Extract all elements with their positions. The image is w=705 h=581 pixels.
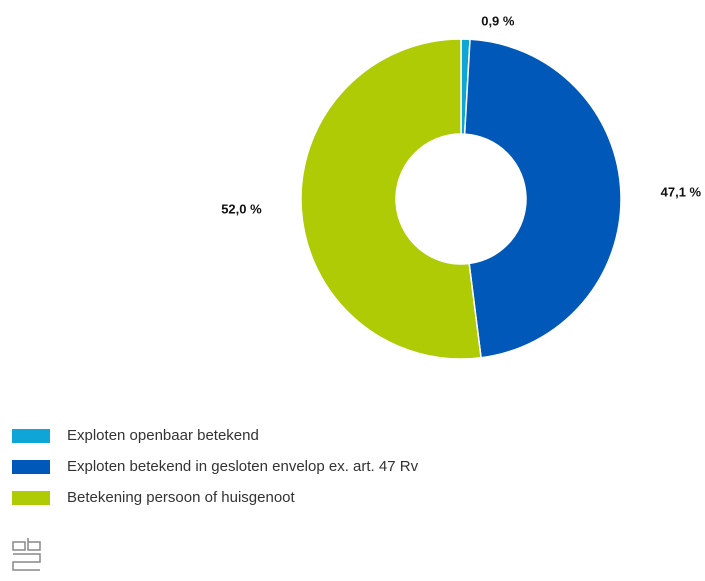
legend-swatch [12, 491, 50, 505]
value-label: 47,1 % [661, 184, 702, 199]
donut-slice [463, 38, 622, 359]
legend-swatch [12, 460, 50, 474]
legend-label: Betekening persoon of huisgenoot [67, 489, 296, 506]
donut-slice [300, 38, 482, 360]
legend-swatch [12, 429, 50, 443]
value-label: 0,9 % [481, 13, 515, 28]
value-label: 52,0 % [221, 202, 262, 217]
legend-label: Exploten betekend in gesloten envelop ex… [67, 458, 419, 475]
legend-label: Exploten openbaar betekend [67, 427, 259, 444]
logo [12, 538, 41, 571]
